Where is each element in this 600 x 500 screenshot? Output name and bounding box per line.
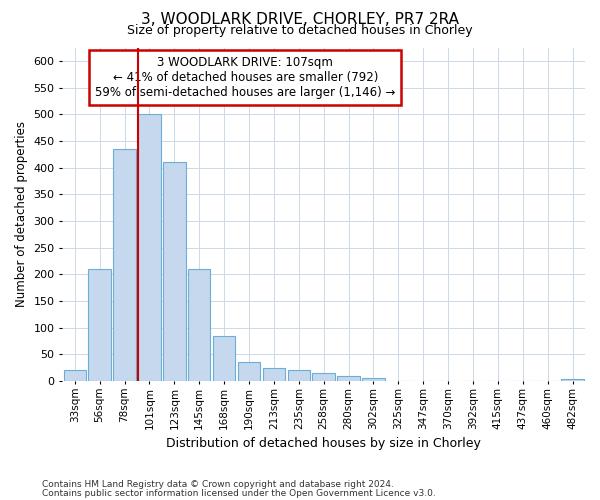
Text: Size of property relative to detached houses in Chorley: Size of property relative to detached ho… [127,24,473,37]
Bar [313,373,335,381]
Bar [88,269,111,381]
Bar [163,162,185,381]
Bar [213,336,235,381]
Bar [562,380,584,381]
Bar [362,378,385,381]
Text: Contains public sector information licensed under the Open Government Licence v3: Contains public sector information licen… [42,488,436,498]
Bar [337,376,360,381]
Bar [263,368,285,381]
Text: 3 WOODLARK DRIVE: 107sqm
← 41% of detached houses are smaller (792)
59% of semi-: 3 WOODLARK DRIVE: 107sqm ← 41% of detach… [95,56,395,99]
Bar [113,149,136,381]
Bar [138,114,161,381]
Text: 3, WOODLARK DRIVE, CHORLEY, PR7 2RA: 3, WOODLARK DRIVE, CHORLEY, PR7 2RA [141,12,459,28]
Bar [64,370,86,381]
Bar [287,370,310,381]
Y-axis label: Number of detached properties: Number of detached properties [15,121,28,307]
X-axis label: Distribution of detached houses by size in Chorley: Distribution of detached houses by size … [166,437,481,450]
Bar [238,362,260,381]
Bar [188,269,211,381]
Text: Contains HM Land Registry data © Crown copyright and database right 2024.: Contains HM Land Registry data © Crown c… [42,480,394,489]
